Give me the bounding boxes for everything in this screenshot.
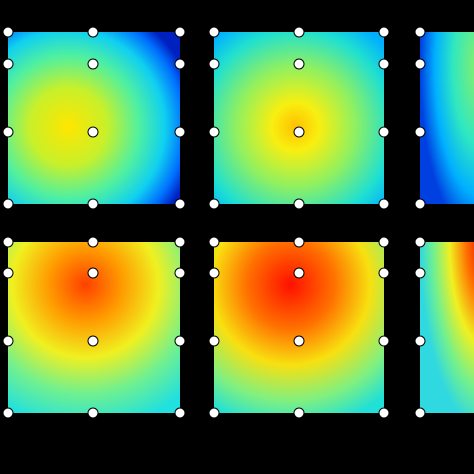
sensor-dot [414, 236, 426, 248]
sensor-dot [174, 267, 186, 279]
sensor-dot [2, 267, 14, 279]
sensor-dot [208, 407, 220, 419]
sensor-dot [293, 58, 305, 70]
sensor-dot [87, 26, 99, 38]
sensor-dot [87, 198, 99, 210]
sensor-dot [174, 198, 186, 210]
sensor-dot [378, 26, 390, 38]
sensor-dot [2, 58, 14, 70]
sensor-dot [2, 198, 14, 210]
sensor-dot [2, 335, 14, 347]
heatmap-panel [420, 32, 474, 204]
sensor-dot [208, 198, 220, 210]
sensor-dot [174, 407, 186, 419]
sensor-dot [378, 407, 390, 419]
sensor-dot [378, 198, 390, 210]
sensor-dot [208, 236, 220, 248]
sensor-dot [2, 407, 14, 419]
sensor-dot [414, 267, 426, 279]
sensor-dot [414, 58, 426, 70]
sensor-dot [414, 126, 426, 138]
sensor-dot [293, 236, 305, 248]
heatmap-panel [8, 32, 180, 204]
sensor-dot [174, 26, 186, 38]
sensor-dot [87, 126, 99, 138]
sensor-dot [293, 407, 305, 419]
sensor-dot [87, 335, 99, 347]
sensor-dot [2, 236, 14, 248]
sensor-dot [174, 236, 186, 248]
sensor-dot [208, 267, 220, 279]
sensor-dot [2, 26, 14, 38]
sensor-dot [414, 198, 426, 210]
sensor-dot [208, 26, 220, 38]
sensor-dot [293, 26, 305, 38]
sensor-dot [414, 407, 426, 419]
heatmap-panel [214, 32, 384, 204]
sensor-dot [293, 267, 305, 279]
sensor-dot [87, 267, 99, 279]
sensor-dot [87, 407, 99, 419]
sensor-dot [378, 267, 390, 279]
sensor-dot [293, 126, 305, 138]
sensor-dot [87, 58, 99, 70]
sensor-dot [414, 335, 426, 347]
sensor-dot [414, 26, 426, 38]
sensor-dot [378, 58, 390, 70]
sensor-dot [208, 58, 220, 70]
sensor-dot [174, 126, 186, 138]
sensor-dot [208, 126, 220, 138]
sensor-dot [378, 126, 390, 138]
sensor-dot [87, 236, 99, 248]
sensor-dot [293, 198, 305, 210]
sensor-dot [174, 58, 186, 70]
sensor-dot [378, 236, 390, 248]
sensor-dot [378, 335, 390, 347]
sensor-dot [293, 335, 305, 347]
sensor-dot [208, 335, 220, 347]
heatmap-panel [420, 242, 474, 413]
sensor-dot [174, 335, 186, 347]
sensor-dot [2, 126, 14, 138]
